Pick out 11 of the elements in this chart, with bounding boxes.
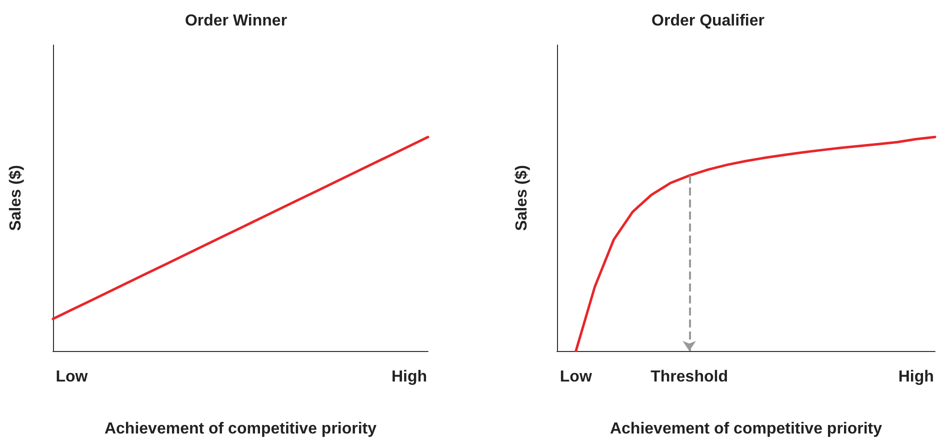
x-tick-label: Low: [560, 368, 592, 386]
x-axis-title: Achievement of competitive priority: [104, 420, 377, 438]
chart-title: Order Qualifier: [652, 12, 764, 30]
x-tick-label: Threshold: [650, 368, 728, 386]
y-axis-title: Sales ($): [8, 165, 24, 231]
x-tick-label: High: [391, 368, 428, 386]
x-tick-label: Low: [56, 368, 88, 386]
x-axis-title: Achievement of competitive priority: [610, 420, 882, 438]
chart-title: Order Winner: [184, 12, 288, 30]
y-axis-title: Sales ($): [514, 165, 530, 231]
x-tick-label: High: [898, 368, 934, 386]
